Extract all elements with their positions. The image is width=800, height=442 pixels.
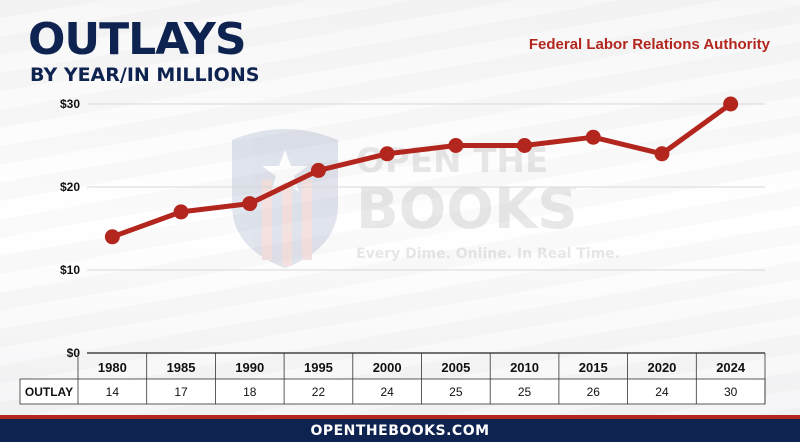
- table-cell: 30: [724, 385, 738, 399]
- data-point: [723, 96, 739, 112]
- shield-flag-icon: [232, 129, 338, 268]
- x-tick-label: 2020: [647, 360, 676, 375]
- table-cell: 25: [518, 385, 532, 399]
- table-cell: 26: [587, 385, 601, 399]
- data-point: [585, 129, 601, 145]
- y-tick-label: $0: [67, 346, 81, 360]
- table-value-row: [19, 378, 766, 405]
- data-point: [310, 162, 326, 178]
- footer-bar: OPENTHEBOOKS.COM: [0, 415, 800, 442]
- data-point: [654, 146, 670, 162]
- table-cell: 17: [174, 385, 188, 399]
- x-tick-label: 1995: [304, 360, 333, 375]
- x-tick-label: 2000: [373, 360, 402, 375]
- table-cell: 18: [243, 385, 257, 399]
- table-cell: 24: [655, 385, 669, 399]
- page-title: OUTLAYS: [28, 14, 247, 65]
- watermark-tagline: Every Dime. Online. In Real Time.: [356, 246, 620, 262]
- x-tick-label: 1985: [167, 360, 196, 375]
- series-line: [109, 101, 734, 240]
- agency-name: Federal Labor Relations Authority: [528, 36, 770, 53]
- data-point: [517, 138, 533, 153]
- data-point: [104, 229, 120, 245]
- grid-lines: [87, 103, 765, 354]
- outlay-series: [104, 96, 739, 245]
- data-point: [242, 196, 258, 212]
- table-cell: 24: [380, 385, 394, 399]
- data-point: [379, 146, 395, 162]
- data-point: [173, 204, 189, 220]
- y-tick-label: $20: [60, 180, 80, 194]
- watermark-line2: BOOKS: [356, 177, 578, 242]
- footer-site-link[interactable]: OPENTHEBOOKS.COM: [310, 422, 490, 439]
- x-tick-label: 2024: [716, 360, 746, 375]
- y-tick-label: $10: [60, 263, 80, 277]
- table-row-label: OUTLAY: [25, 385, 73, 399]
- table-cell: 25: [449, 385, 463, 399]
- data-point: [448, 138, 464, 153]
- x-tick-label: 2005: [441, 360, 470, 375]
- x-tick-label: 1980: [98, 360, 127, 375]
- y-axis: $0 $10 $20 $30: [60, 97, 80, 360]
- x-tick-label: 2015: [579, 360, 608, 375]
- table-cell: 22: [312, 385, 326, 399]
- x-tick-label: 1990: [235, 360, 264, 375]
- table-cell: 14: [106, 385, 120, 399]
- page-subtitle: BY YEAR/IN MILLIONS: [30, 64, 260, 86]
- y-tick-label: $30: [60, 97, 80, 111]
- watermark-tm: ™: [566, 185, 578, 199]
- data-table: OUTLAY 1980 14 1985 17 1990 18 1995 22 2000 24 2005…: [19, 353, 766, 405]
- x-tick-label: 2010: [510, 360, 539, 375]
